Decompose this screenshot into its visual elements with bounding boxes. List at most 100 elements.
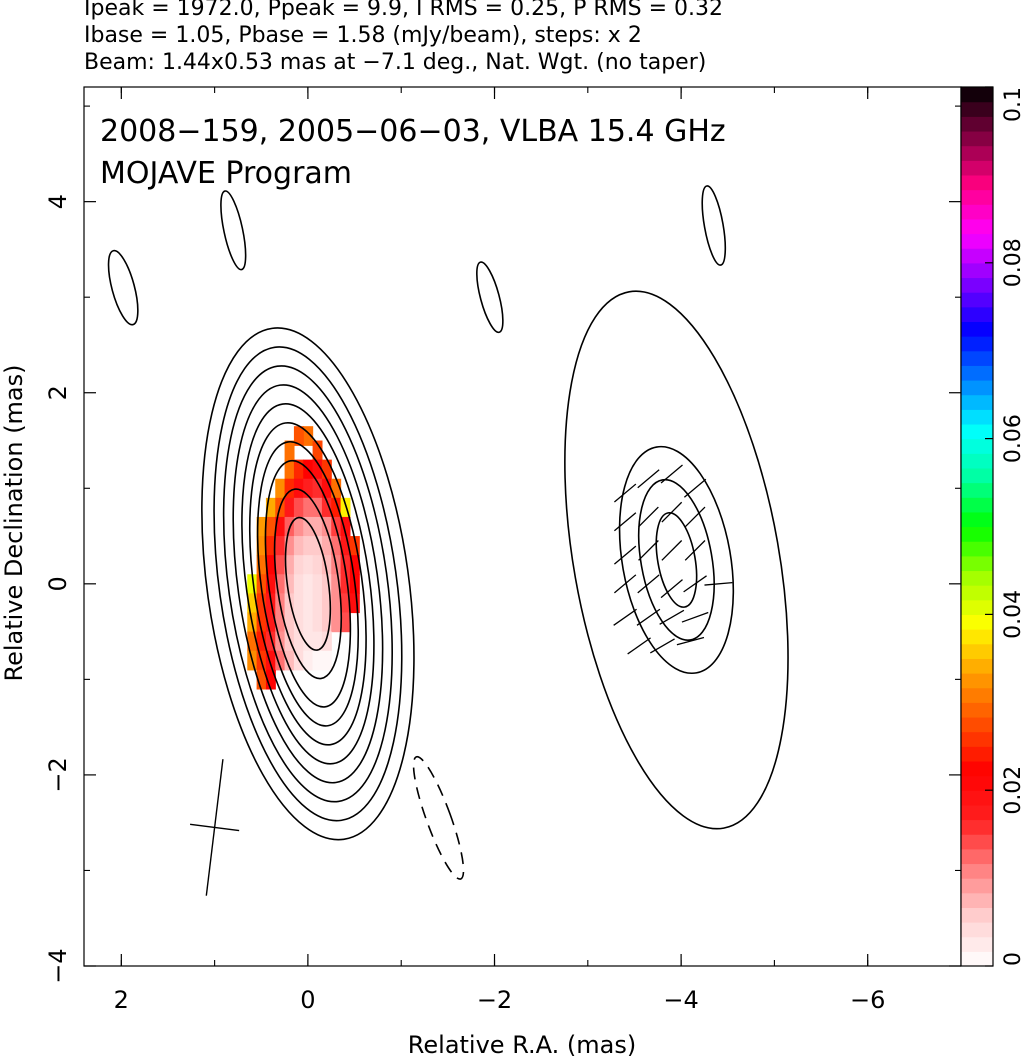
x-tick-label: 2 [114,986,129,1014]
colorbar-cell [961,746,993,762]
evpa-vector-12 [613,574,637,594]
pol-pixel-94 [265,631,276,652]
pol-pixel-75 [303,593,314,614]
colorbar-cell [961,555,993,572]
pol-pixel-45 [349,536,360,556]
pol-pixel-74 [293,593,304,614]
pol-pixel-109 [321,650,332,671]
isolated-contour-0 [107,249,139,326]
colorbar-cell [961,526,993,542]
pol-pixel-30 [303,516,314,537]
pol-pixel-42 [321,536,332,556]
evpa-vector-17 [613,608,637,626]
pol-pixel-104 [275,650,286,671]
x-tick-label: −6 [850,986,885,1014]
evpa-vector-13 [637,574,660,594]
evpa-vectors [613,464,733,655]
pol-pixel-76 [312,593,323,614]
colorbar-tick-label: 0.02 [1001,766,1022,815]
colorbar-cell [961,614,993,630]
core-contour-8 [273,488,342,680]
pol-pixel-107 [303,650,314,671]
colorbar-cell [961,130,993,147]
x-tick-label: −4 [663,986,698,1014]
pol-pixel-48 [275,555,286,575]
evpa-vector-6 [661,501,683,523]
core-contour-2 [222,365,393,803]
annotation-line-2: MOJAVE Program [100,156,352,191]
jet-contour-0 [564,290,789,830]
pol-pixel-23 [331,497,342,518]
colorbar-cell [961,453,993,469]
pol-pixel-5 [293,459,304,480]
pol-pixel-16 [265,497,276,518]
core-contour-9 [284,516,332,651]
y-tick-label: 0 [44,576,72,591]
evpa-vector-4 [613,512,637,532]
pol-pixel-41 [312,536,323,556]
colorbar-tick-label: 0 [1001,952,1022,966]
y-tick-label: −2 [44,757,72,792]
evpa-vector-20 [681,611,709,623]
evpa-vector-19 [659,609,685,625]
pol-pixel-7 [312,459,323,480]
y-tick-label: 4 [44,194,72,209]
pol-pixel-87 [303,612,314,633]
x-tick-label: 0 [300,986,315,1014]
colorbar-cell [961,541,993,557]
pol-pixel-93 [256,631,267,652]
pol-pixel-22 [321,497,332,518]
jet-contour-1 [618,445,735,675]
colorbar-cell [961,87,993,103]
isolated-contour-4 [412,755,465,880]
colorbar-tick-label: 0.06 [1001,414,1022,463]
colorbar-cell [961,643,993,659]
pol-pixel-73 [284,593,295,614]
colorbar-cell [961,174,993,191]
colorbar-cell [961,262,993,279]
pol-pixel-79 [340,593,351,614]
colorbar-cell [961,775,993,791]
pol-pixel-59 [265,574,276,594]
colorbar-cell [961,218,993,235]
pol-pixel-39 [293,536,304,556]
pol-pixel-4 [284,459,295,480]
pol-pixel-3 [312,440,323,461]
isolated-contour-1 [220,190,247,271]
pol-pixel-83 [265,612,276,633]
pol-pixel-80 [349,593,360,614]
core-contour-1 [213,346,403,822]
pol-pixel-2 [284,440,295,461]
pol-pixel-15 [331,478,342,499]
colorbar-cell [961,892,993,908]
evpa-vector-16 [704,581,733,586]
y-axis-label: Relative Declination (mas) [0,364,28,681]
pol-pixel-12 [303,478,314,499]
colorbar-cell [961,277,993,293]
colorbar-cell [961,936,993,952]
pol-pixel-31 [312,516,323,537]
pol-pixel-0 [303,426,314,446]
pol-pixel-43 [331,536,342,556]
colorbar-cell [961,204,993,220]
colorbar-cell [961,365,993,381]
evpa-vector-5 [638,506,659,528]
axis-ticks: 2 0 −2 −4 −6 −4 −2 0 2 4 [44,87,961,1014]
colorbar-cell [961,834,993,850]
colorbar-cell [961,790,993,806]
evpa-vector-2 [660,464,683,484]
pol-pixel-34 [340,516,351,537]
evpa-vector-3 [683,478,707,498]
colorbar-cell [961,394,993,410]
pol-pixel-38 [284,536,295,556]
evpa-vector-14 [660,579,683,599]
isolated-contour-2 [476,261,504,334]
pol-pixel-90 [331,612,342,633]
pol-pixel-78 [331,593,342,614]
colorbar-cell [961,804,993,821]
pol-pixel-88 [312,612,323,633]
colorbar-cell [961,482,993,498]
pol-pixel-86 [293,612,304,633]
pol-pixel-10 [284,478,295,499]
